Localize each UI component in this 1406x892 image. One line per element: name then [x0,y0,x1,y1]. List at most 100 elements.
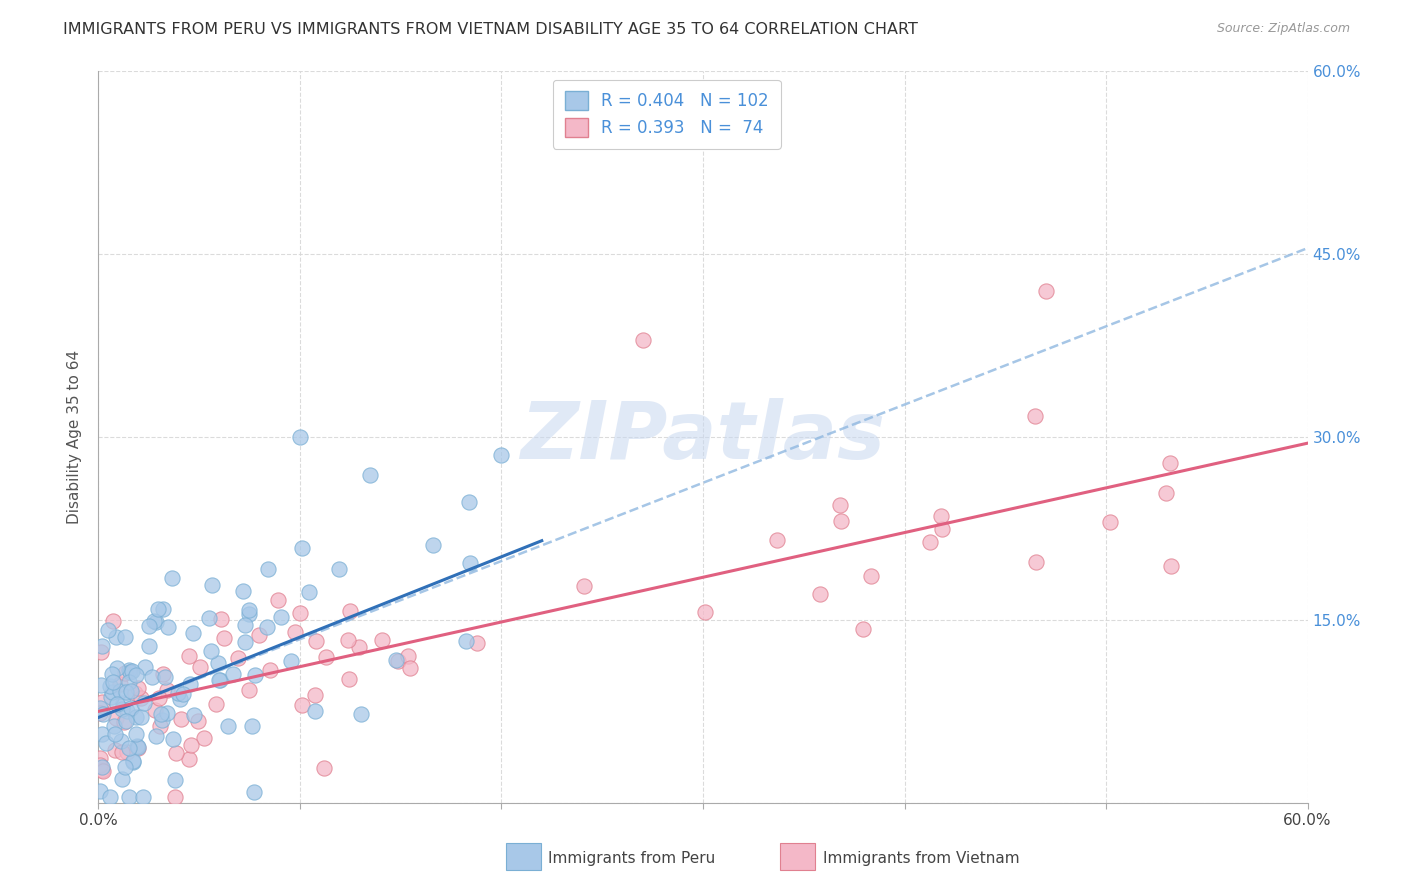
Point [118,740,141,755]
Point [98,789,121,804]
Point [91,760,114,774]
Point [304,704,326,718]
Point [134,660,156,674]
Point [312,761,335,775]
Point [105,711,128,725]
Point [103,719,125,733]
Point [1154,485,1177,500]
Point [90,645,112,659]
Point [120,701,142,715]
Point [155,706,177,720]
Point [929,508,952,523]
Point [125,727,148,741]
Point [457,494,479,508]
Point [89,706,111,720]
Point [454,634,477,648]
Point [347,640,370,654]
Point [209,612,232,626]
Point [163,773,186,788]
Point [166,686,188,700]
Point [259,663,281,677]
Point [808,587,831,601]
Point [172,687,194,701]
Point [396,649,419,664]
Point [98,679,121,693]
Point [165,789,187,804]
Point [212,631,235,645]
Point [114,760,136,774]
Point [153,670,176,684]
Point [247,628,270,642]
Point [460,556,482,570]
Point [100,685,122,699]
Point [145,729,167,743]
Point [238,603,260,617]
Point [350,707,373,722]
Point [112,714,135,729]
Point [90,639,112,653]
Point [233,635,256,649]
Point [105,697,128,711]
Point [291,698,314,713]
Point [108,677,131,691]
Point [125,668,148,682]
Point [243,668,266,682]
Point [198,611,221,625]
Point [766,533,789,547]
Point [148,601,170,615]
Point [1035,284,1057,298]
Point [115,746,138,760]
Point [160,571,183,585]
Point [371,633,394,648]
Point [118,663,141,677]
Point [217,719,239,733]
Point [226,651,249,665]
Point [111,696,134,710]
Point [208,673,231,688]
Point [304,688,326,702]
Point [110,683,132,698]
Point [145,615,167,629]
Point [156,682,179,697]
Point [631,333,654,347]
Point [97,623,120,637]
Point [852,622,875,636]
Point [91,764,114,779]
Point [280,654,302,668]
Point [572,579,595,593]
Point [298,585,321,599]
Point [200,644,222,658]
Text: Source: ZipAtlas.com: Source: ZipAtlas.com [1216,22,1350,36]
Point [339,604,361,618]
Point [918,535,941,549]
Point [465,636,488,650]
Point [359,467,381,482]
Point [180,739,202,753]
Point [1159,456,1181,470]
Point [232,584,254,599]
Point [132,697,155,711]
Point [149,719,172,733]
Point [243,785,266,799]
Point [103,615,125,629]
Point [208,673,231,687]
Point [122,755,145,769]
Point [830,499,852,513]
Point [238,607,260,622]
Point [270,610,292,624]
Point [201,578,224,592]
Point [398,661,420,675]
Point [132,789,155,804]
Point [205,698,228,712]
Point [111,772,134,786]
Point [138,619,160,633]
Point [305,634,328,648]
Point [291,541,314,556]
Point [315,649,337,664]
Text: Immigrants from Peru: Immigrants from Peru [548,851,716,865]
Point [127,739,149,754]
Y-axis label: Disability Age 35 to 64: Disability Age 35 to 64 [67,350,83,524]
Point [143,614,166,628]
Point [1098,516,1121,530]
Point [1025,555,1047,569]
